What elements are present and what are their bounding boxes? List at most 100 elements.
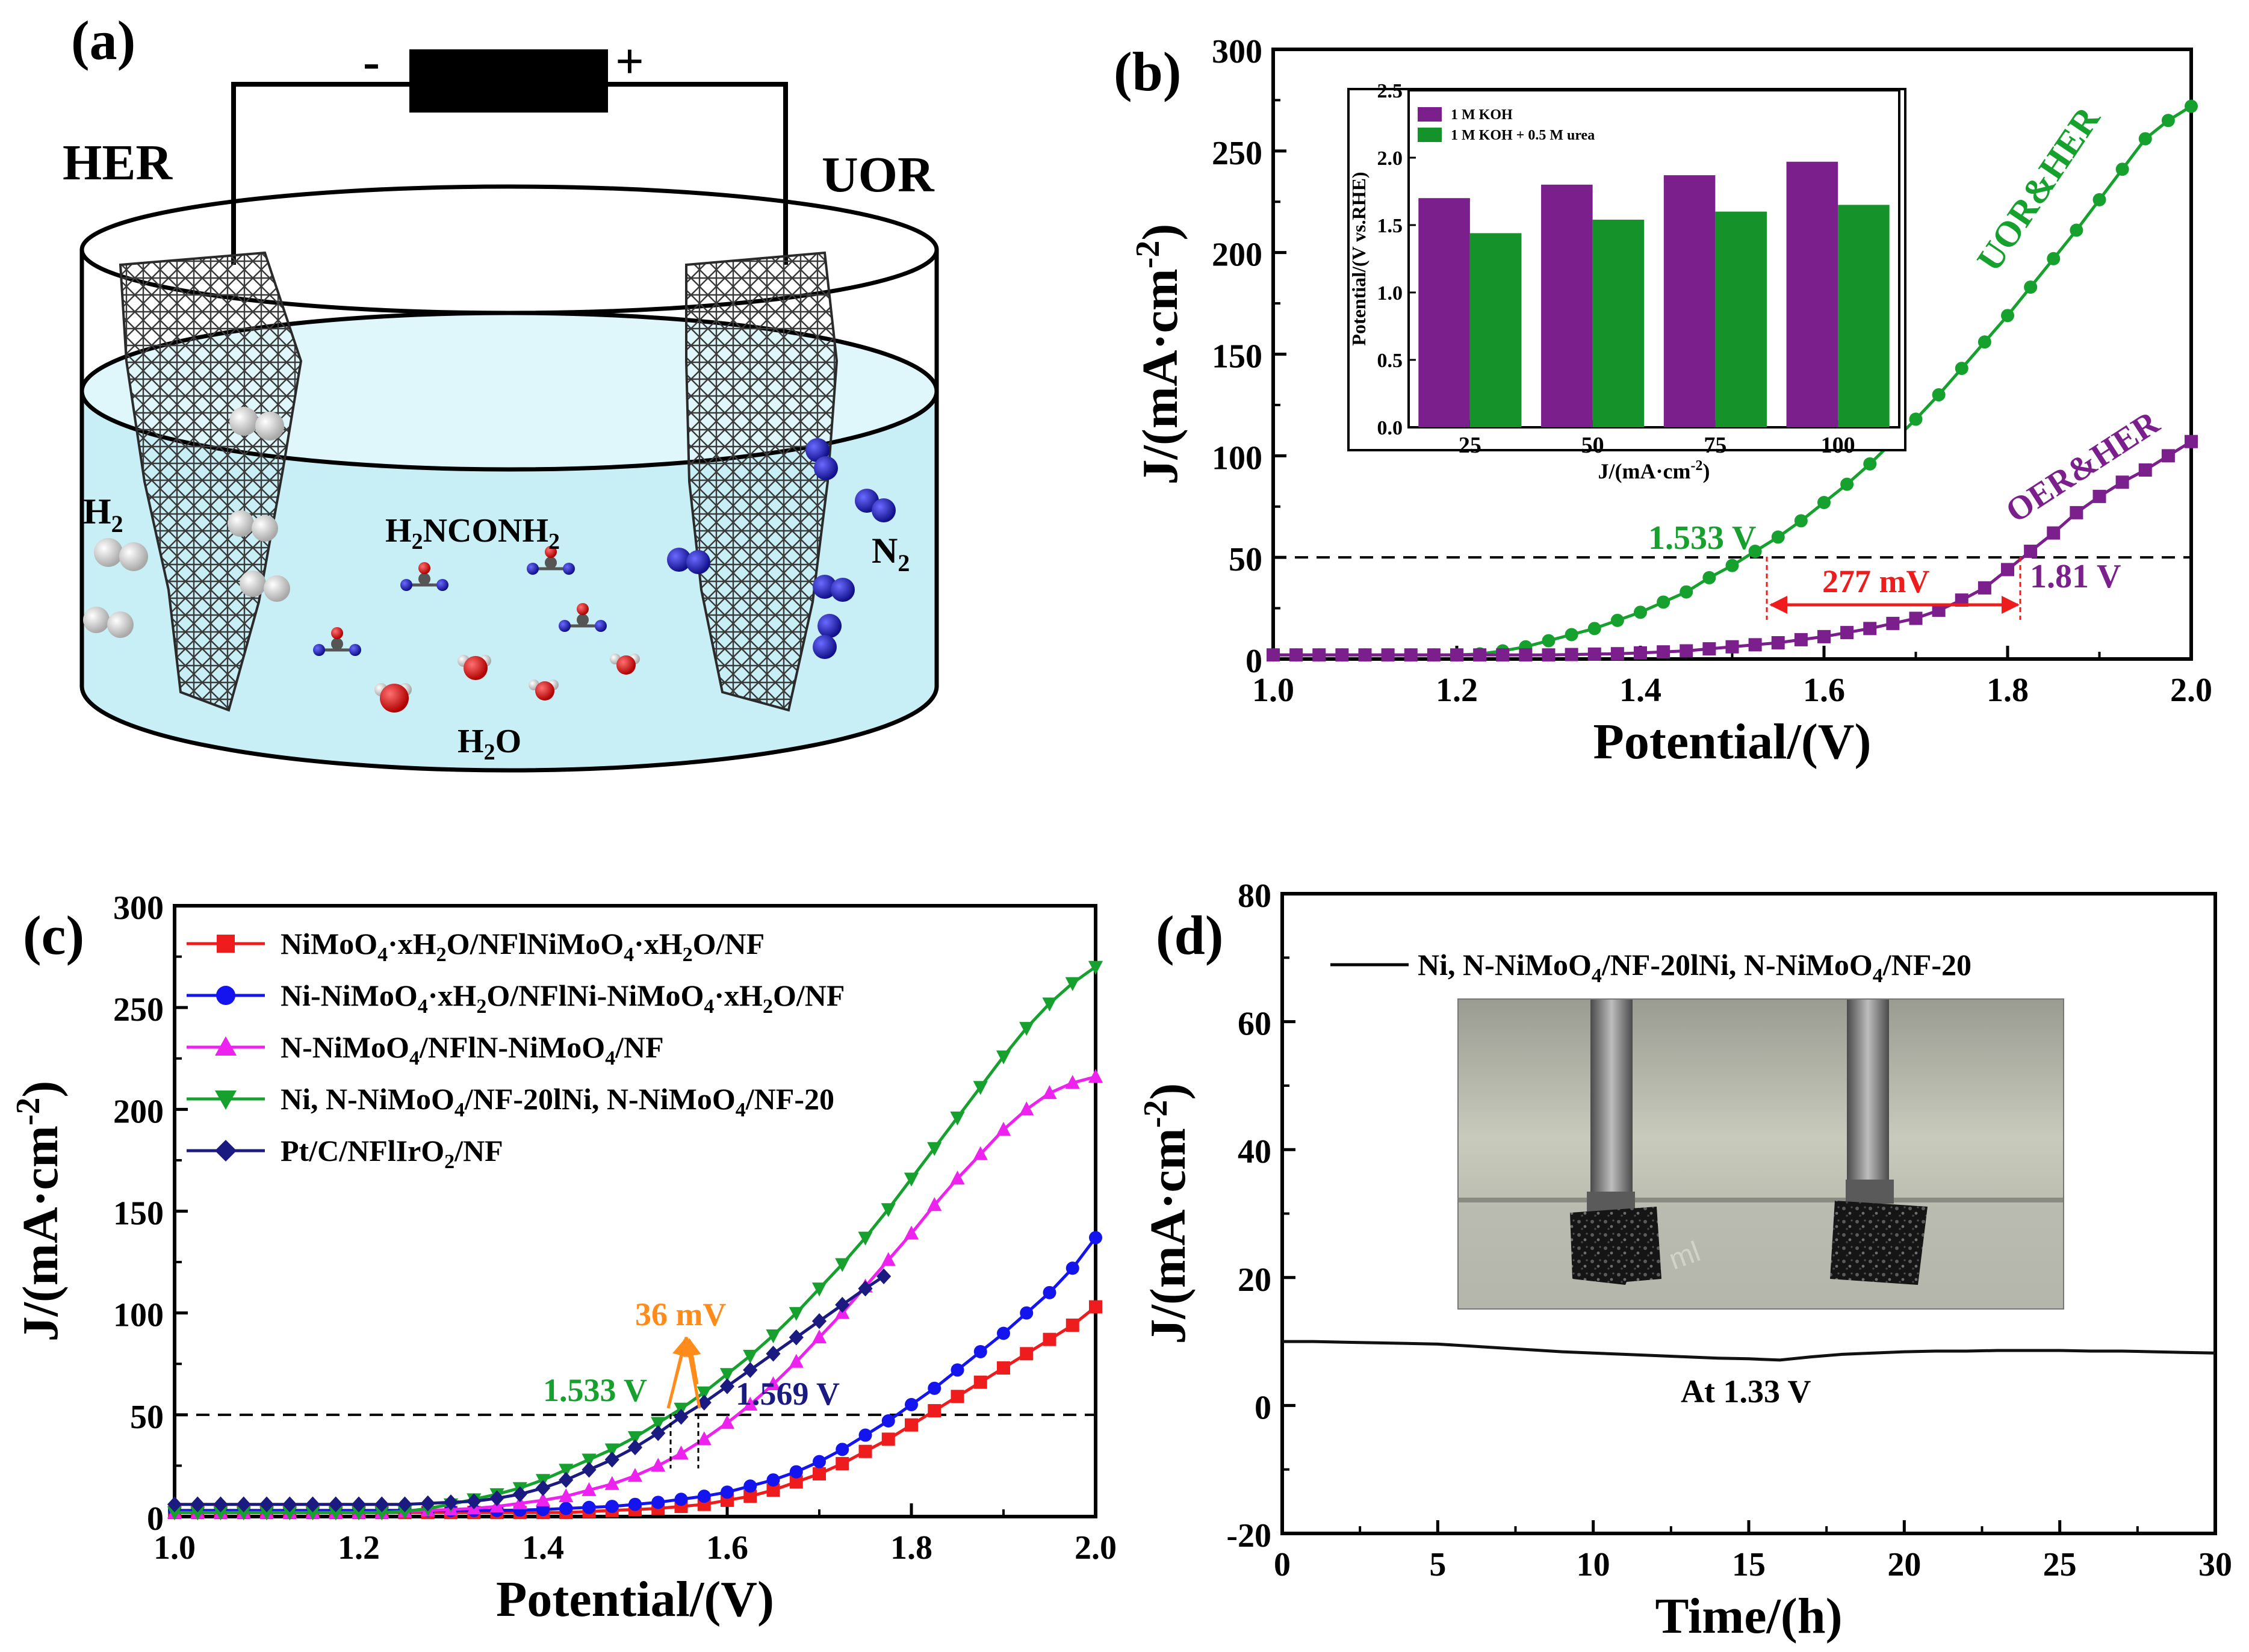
series-5-point <box>582 1461 597 1478</box>
series-1-point <box>1634 605 1647 619</box>
urea-label-sub1: 2 <box>412 529 423 554</box>
series-1-point <box>1771 530 1785 544</box>
leg1-e: O/NFlNiMoO <box>447 927 624 961</box>
series-2-point <box>1427 648 1441 662</box>
series-1-point <box>858 1444 872 1458</box>
inset-bars <box>1418 161 1890 427</box>
inset-xlabel: J/(mA·cm-2) <box>1598 458 1710 483</box>
photo-foam-left <box>1570 1207 1661 1285</box>
x-tick-label: 1.2 <box>338 1529 380 1567</box>
h2-molecule-icon <box>83 407 290 638</box>
series-2-point <box>1886 616 1900 630</box>
y-tick-label: 50 <box>1229 541 1262 578</box>
series-2-point <box>1066 1261 1079 1275</box>
series-1-point <box>2161 114 2175 128</box>
leg5-b: 2 <box>444 1151 454 1173</box>
series-1-point <box>813 1467 826 1480</box>
leg2-h: 2 <box>763 995 773 1018</box>
panel-b-inset: 0.0 0.5 1.0 1.5 2.0 2.5 25 50 75 100 1 M KOH 1 M … <box>1347 80 1906 483</box>
series-2-point <box>1089 1231 1102 1245</box>
series-5-point <box>420 1495 435 1512</box>
series-2-point <box>1312 648 1326 662</box>
water-label: H2O <box>458 723 521 765</box>
inset-y-tick-label: 0.0 <box>1377 417 1403 439</box>
series-5-point <box>811 1313 827 1329</box>
series-1-point <box>1725 558 1739 572</box>
series-1-point <box>1610 613 1624 627</box>
series-3-point <box>559 1488 574 1503</box>
x-tick-label: 15 <box>1732 1546 1766 1583</box>
series-2-point <box>1289 648 1303 662</box>
series-4-point <box>1065 977 1080 991</box>
y-tick-label: 60 <box>1238 1006 1271 1043</box>
series-5-point <box>743 1362 758 1378</box>
n2-label-text: N <box>872 531 898 571</box>
series-2-point <box>789 1465 803 1479</box>
leg1-d: 2 <box>436 944 447 966</box>
series-2-point <box>2024 545 2038 558</box>
series-3-point <box>674 1445 689 1460</box>
series-2-point <box>1909 611 1923 625</box>
y-tick-label: 250 <box>113 991 164 1029</box>
series-1-point <box>743 1490 757 1503</box>
series-5-point <box>766 1346 781 1362</box>
legend-text-5: Pt/C/NFlIrO2/NF <box>281 1134 503 1173</box>
x-tick-label: 10 <box>1577 1546 1610 1583</box>
inset-x-tick-label: 25 <box>1459 433 1481 458</box>
panel-c-annot-1533: 1.533 V <box>543 1372 647 1408</box>
inset-legend-koh: 1 M KOH <box>1451 107 1513 123</box>
panel-c-xlabel: Potential/(V) <box>496 1571 774 1627</box>
inset-legend-swatch-koh <box>1418 107 1442 122</box>
legd-c: /NF-20lNi, N-NiMoO <box>1601 948 1873 982</box>
series-4-point <box>950 1111 965 1126</box>
series-5-point <box>167 1496 182 1512</box>
inset-y-tick-label: 2.0 <box>1377 147 1403 170</box>
y-tick-label: 0 <box>147 1500 164 1538</box>
series-2-point <box>2001 563 2014 577</box>
series-1-point <box>1863 457 1877 471</box>
photo-foam-right <box>1830 1201 1928 1285</box>
panel-c-arrow-right <box>683 1338 701 1385</box>
series-2-point <box>997 1326 1010 1340</box>
series-2-point <box>1634 646 1647 660</box>
series-3-point <box>973 1146 988 1160</box>
x-tick-label: 1.4 <box>522 1529 564 1567</box>
inset-legend-swatch-urea <box>1418 128 1442 142</box>
panel-b-annot-181: 1.81 V <box>2030 558 2121 595</box>
series-4-point <box>213 1506 228 1521</box>
series-2-point <box>813 1455 826 1468</box>
inset-bar-2 <box>1592 220 1645 427</box>
series-5-point <box>651 1425 666 1441</box>
series-4-point <box>374 1506 389 1521</box>
leg2-a: Ni-NiMoO <box>281 979 418 1012</box>
uor-label: UOR <box>822 147 935 203</box>
panel-d-series <box>1282 1340 2216 1362</box>
panel-b-chart: (b) 1.0 1.2 1.4 1.6 1.8 2.0 0 50 100 150 200 250 300… <box>1114 33 2212 770</box>
series-4-point <box>559 1464 574 1478</box>
leg4-e: /NF-20 <box>745 1082 834 1116</box>
leg5-a: Pt/C/NFlIrO <box>281 1134 444 1168</box>
h2-label-sub: 2 <box>111 510 123 537</box>
urea-molecule-icon <box>313 546 607 656</box>
x-tick-label: 1.2 <box>1436 672 1478 709</box>
panel-b-axes: 1.0 1.2 1.4 1.6 1.8 2.0 0 50 100 150 200 250 300 <box>1212 33 2212 709</box>
panel-b-ylabel-text: J/(mA·cm <box>1132 268 1188 484</box>
series-1-point <box>1043 1332 1056 1346</box>
urea-label: H2NCONH2 <box>385 512 560 554</box>
series-1-point <box>1680 585 1693 599</box>
leg4-b: 4 <box>454 1099 465 1121</box>
series-1-point <box>1657 595 1670 609</box>
panel-c-ylabel: J/(mA·cm-2) <box>10 1081 69 1342</box>
water-molecule-icon <box>374 654 640 713</box>
series-2-point <box>973 1344 987 1358</box>
series-2-point <box>1771 636 1785 649</box>
series-2-point <box>1496 648 1510 662</box>
urea-label-sub2: 2 <box>548 529 560 554</box>
inset-frame <box>1407 89 1900 428</box>
legd-a: Ni, N-NiMoO <box>1418 948 1592 982</box>
photo-rod-left <box>1590 999 1633 1204</box>
series-4-point <box>719 1368 735 1382</box>
y-tick-label: 0 <box>1255 1389 1271 1426</box>
series-4-point <box>904 1172 919 1187</box>
leg2-d: 2 <box>476 995 486 1018</box>
